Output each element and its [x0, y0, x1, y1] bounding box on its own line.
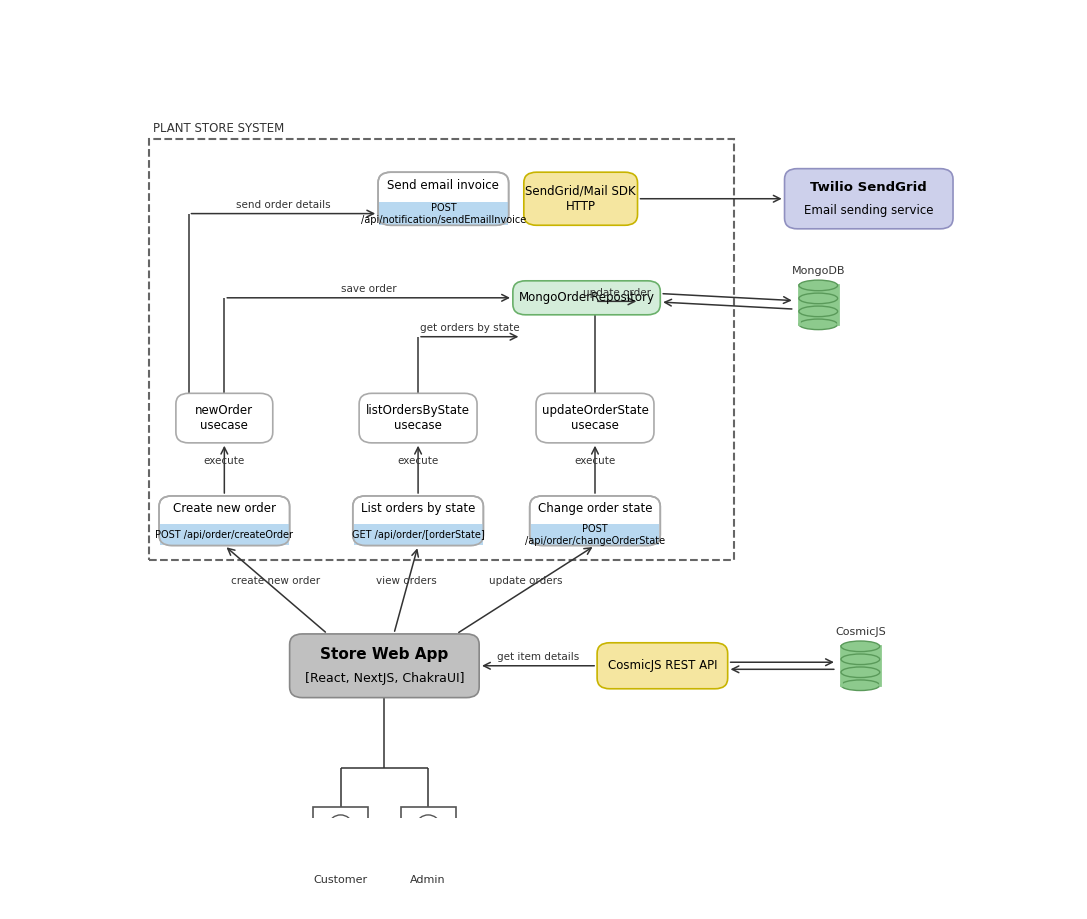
Text: GET /api/order/[orderState]: GET /api/order/[orderState] — [352, 530, 485, 540]
Bar — [841, 646, 879, 686]
FancyBboxPatch shape — [378, 172, 509, 225]
Text: execute: execute — [203, 456, 245, 466]
Bar — [313, 807, 368, 868]
Text: POST
/api/order/changeOrderState: POST /api/order/changeOrderState — [525, 524, 665, 546]
Bar — [160, 524, 289, 545]
Text: List orders by state: List orders by state — [361, 502, 475, 515]
Text: [React, NextJS, ChakraUI]: [React, NextJS, ChakraUI] — [304, 672, 464, 685]
FancyBboxPatch shape — [513, 281, 660, 315]
Ellipse shape — [799, 306, 838, 317]
Ellipse shape — [799, 280, 838, 290]
FancyBboxPatch shape — [524, 172, 638, 225]
Text: Change order state: Change order state — [538, 502, 652, 515]
Text: MongoOrderRepository: MongoOrderRepository — [518, 291, 654, 304]
FancyBboxPatch shape — [785, 169, 953, 229]
Text: Twilio SendGrid: Twilio SendGrid — [811, 181, 927, 195]
Text: Customer: Customer — [313, 875, 367, 884]
Text: CosmicJS: CosmicJS — [835, 627, 886, 637]
Text: Send email invoice: Send email invoice — [387, 179, 499, 192]
Text: save order: save order — [341, 284, 397, 293]
Text: get item details: get item details — [497, 652, 579, 663]
Text: get orders by state: get orders by state — [420, 323, 520, 334]
Text: newOrder
usecase: newOrder usecase — [196, 404, 253, 432]
Text: POST /api/order/createOrder: POST /api/order/createOrder — [155, 530, 293, 540]
Ellipse shape — [799, 293, 838, 303]
Text: CosmicJS REST API: CosmicJS REST API — [608, 659, 717, 673]
Bar — [379, 202, 508, 224]
Text: execute: execute — [398, 456, 439, 466]
FancyBboxPatch shape — [536, 393, 654, 443]
FancyBboxPatch shape — [159, 496, 289, 546]
Text: create new order: create new order — [232, 575, 321, 585]
Ellipse shape — [799, 319, 838, 330]
Text: POST
/api/notification/sendEmailInvoice: POST /api/notification/sendEmailInvoice — [361, 203, 526, 225]
Text: execute: execute — [574, 456, 615, 466]
Text: Create new order: Create new order — [173, 502, 276, 515]
Text: SendGrid/Mail SDK
HTTP: SendGrid/Mail SDK HTTP — [525, 185, 636, 212]
Text: update orders: update orders — [489, 575, 562, 585]
FancyBboxPatch shape — [359, 393, 477, 443]
Text: update order: update order — [583, 288, 651, 298]
Text: listOrdersByState
usecase: listOrdersByState usecase — [366, 404, 470, 432]
Text: Admin: Admin — [411, 875, 446, 884]
Ellipse shape — [841, 680, 879, 690]
Text: MongoDB: MongoDB — [791, 266, 845, 276]
Ellipse shape — [841, 641, 879, 652]
Bar — [401, 807, 455, 868]
FancyBboxPatch shape — [353, 496, 484, 546]
FancyBboxPatch shape — [529, 496, 660, 546]
Text: view orders: view orders — [376, 575, 436, 585]
Bar — [353, 524, 483, 545]
Text: send order details: send order details — [236, 200, 330, 210]
Text: Email sending service: Email sending service — [804, 204, 934, 217]
Ellipse shape — [841, 667, 879, 677]
Text: updateOrderState
usecase: updateOrderState usecase — [541, 404, 649, 432]
Bar — [530, 524, 660, 545]
Bar — [799, 286, 838, 324]
Text: Store Web App: Store Web App — [321, 647, 449, 662]
Ellipse shape — [841, 654, 879, 664]
FancyBboxPatch shape — [289, 634, 479, 698]
Text: PLANT STORE SYSTEM: PLANT STORE SYSTEM — [152, 122, 284, 135]
FancyBboxPatch shape — [176, 393, 273, 443]
FancyBboxPatch shape — [597, 642, 727, 688]
